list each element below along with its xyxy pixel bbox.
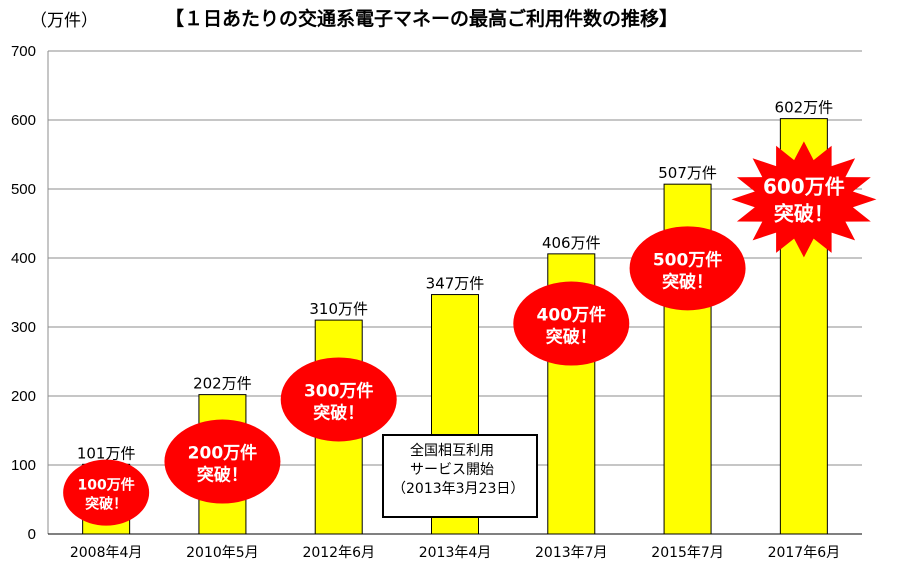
x-tick-label: 2015年7月 (651, 545, 724, 561)
data-label: 602万件 (775, 99, 834, 117)
badge-text: 突破！ (662, 271, 713, 292)
y-tick-label: 0 (28, 526, 36, 543)
starburst-badge (731, 141, 877, 258)
x-tick-label: 2013年7月 (535, 545, 608, 561)
note-box: 全国相互利用 サービス開始 （2013年3月23日） (382, 434, 538, 518)
badge-text: 突破！ (546, 327, 597, 348)
x-tick-label: 2012年6月 (302, 545, 375, 561)
badge-text: 100万件 (78, 477, 135, 494)
y-tick-label: 300 (11, 319, 36, 336)
data-label: 101万件 (77, 444, 136, 462)
y-tick-label: 200 (11, 388, 36, 405)
badge-text: 300万件 (304, 380, 374, 401)
note-line-2: サービス開始 (410, 462, 494, 478)
y-tick-label: 100 (11, 457, 36, 474)
burst-badge (164, 419, 281, 504)
badge-text: 突破！ (313, 402, 364, 423)
burst-badge (513, 281, 630, 366)
x-tick-label: 2010年5月 (186, 545, 259, 561)
badge-text: 突破！ (197, 465, 248, 486)
badge-text: 600万件 (763, 174, 845, 198)
x-tick-label: 2017年6月 (768, 545, 841, 561)
note-line-3: （2013年3月23日） (392, 481, 525, 497)
badge-text: 500万件 (653, 249, 723, 270)
y-axis-unit-label: （万件） (30, 11, 98, 31)
badge-text: 突破！ (85, 496, 127, 513)
burst-badge (629, 226, 746, 311)
x-tick-label: 2013年4月 (419, 545, 492, 561)
note-line-1: 全国相互利用 (410, 443, 494, 459)
data-label: 507万件 (658, 164, 717, 182)
badge-text: 突破！ (774, 201, 834, 225)
y-tick-label: 500 (11, 181, 36, 198)
y-tick-label: 700 (11, 43, 36, 60)
data-label: 347万件 (426, 275, 485, 293)
badge-text: 400万件 (537, 305, 607, 326)
burst-badge (63, 459, 150, 526)
data-label: 406万件 (542, 234, 601, 252)
y-tick-label: 400 (11, 250, 36, 267)
chart-title: 【１日あたりの交通系電子マネーの最高ご利用件数の推移】 (165, 8, 679, 30)
x-tick-label: 2008年4月 (70, 545, 143, 561)
burst-badge (280, 357, 397, 442)
y-tick-label: 600 (11, 112, 36, 129)
data-label: 202万件 (193, 375, 252, 393)
badge-text: 200万件 (188, 443, 258, 464)
data-label: 310万件 (309, 300, 368, 318)
